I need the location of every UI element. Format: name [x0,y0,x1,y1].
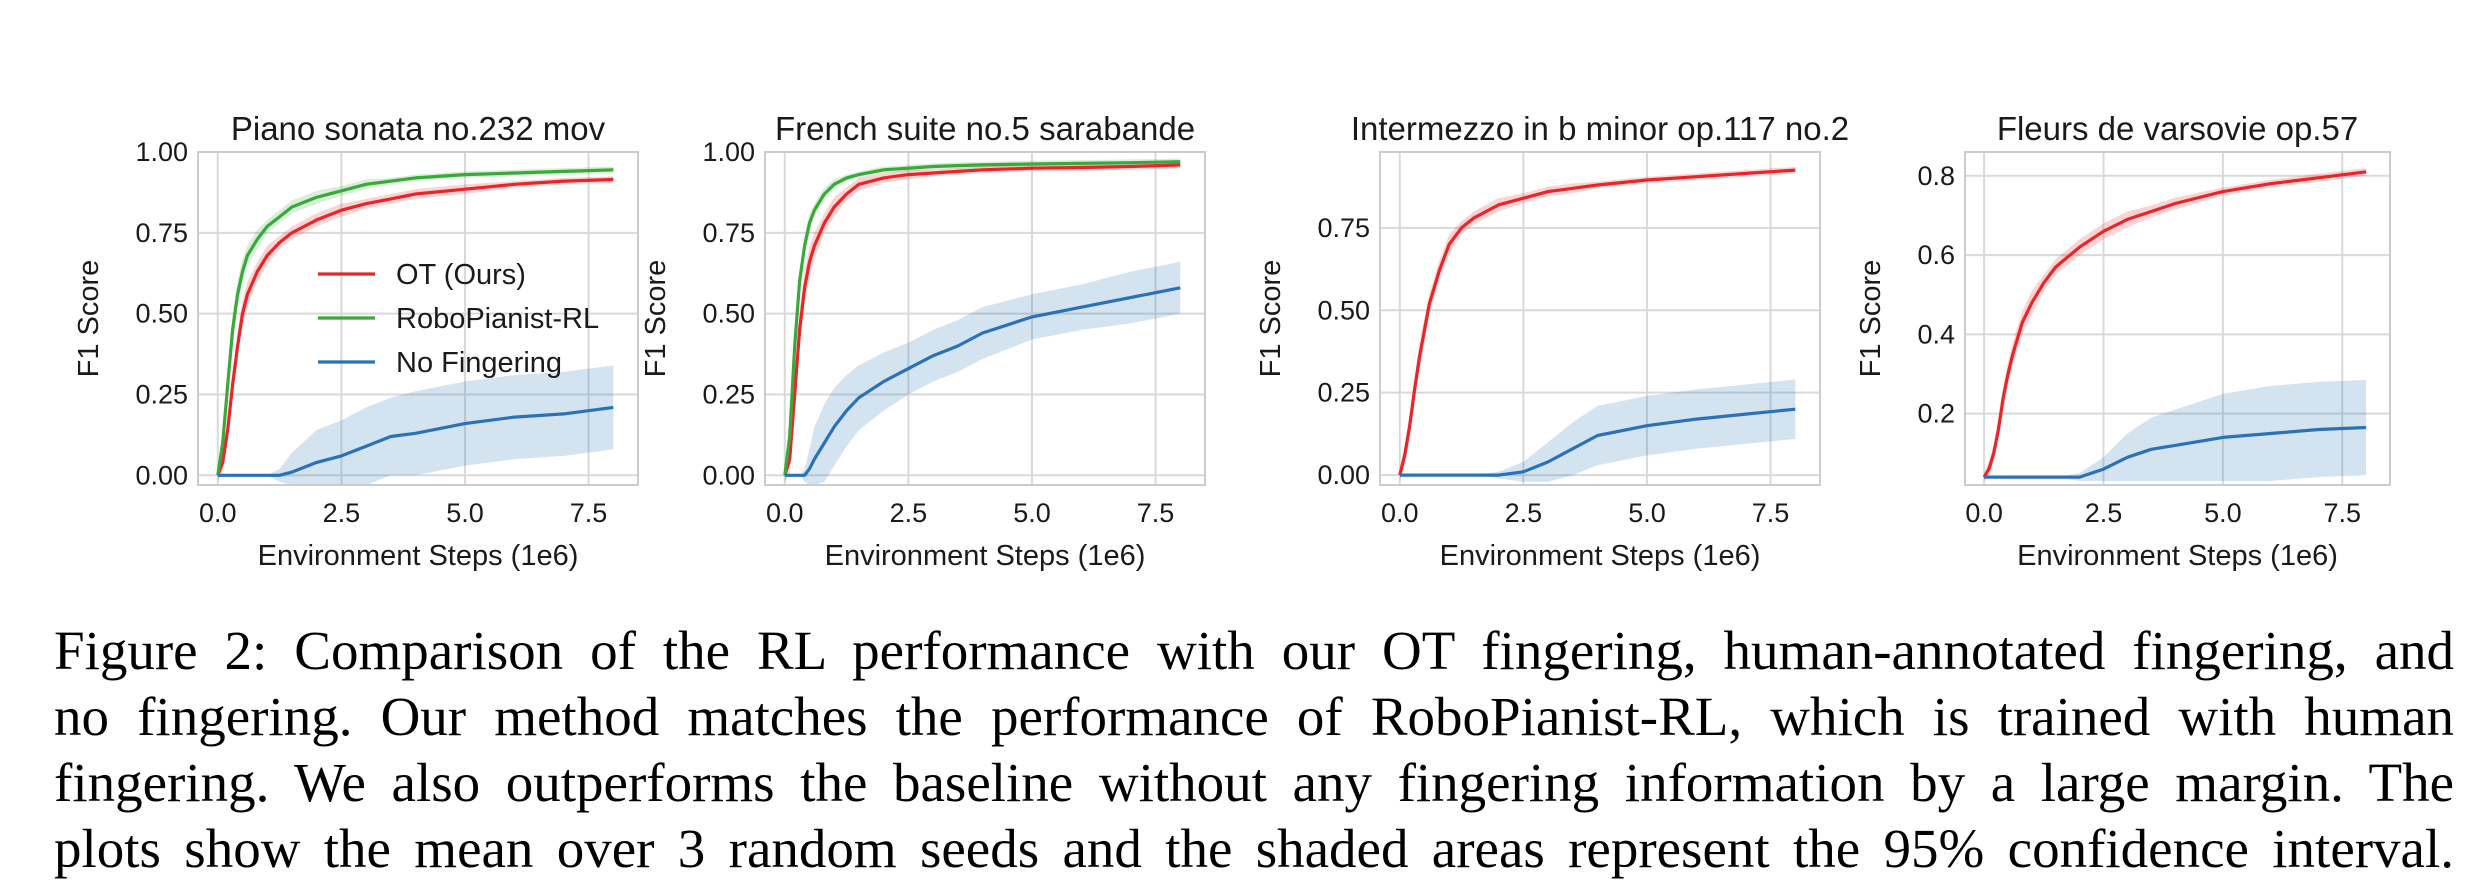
y-tick-label: 0.50 [135,299,188,329]
x-axis-label: Environment Steps (1e6) [825,540,1146,572]
series-line-ot-ours- [1398,168,1796,476]
x-tick-label: 2.5 [323,498,361,528]
y-tick-label: 0.75 [135,218,188,248]
x-axis-label: Environment Steps (1e6) [2017,540,2338,572]
legend-label: OT (Ours) [396,259,526,291]
plot-area [198,152,638,485]
chart-title: Intermezzo in b minor op.117 no.2 [1351,110,1849,147]
plot-frame [764,151,1206,486]
caption-line-2: no fingering. Our method matches the per… [54,686,2454,747]
series-line-ot-ours- [216,177,614,476]
x-tick-label: 7.5 [570,498,608,528]
y-tick-label: 0.6 [1917,240,1955,270]
chart-panel-4: 0.0 2.5 5.0 7.5 0.2 0.4 0.6 0.8 Fleurs de varsov… [1855,110,2391,572]
y-tick-label: 0.00 [135,460,188,490]
series-line-ot-ours- [1982,170,2367,478]
x-axis-label: Environment Steps (1e6) [1440,540,1761,572]
results-figure: 0.0 2.5 5.0 7.5 0.00 0.25 0.50 0.75 1.00 Piano so… [73,110,2391,572]
y-tick-label: 0.25 [1317,378,1370,408]
x-tick-label: 0.0 [199,498,237,528]
caption-line-1: Figure 2: Comparison of the RL performan… [54,620,2454,681]
x-tick-label: 7.5 [1137,498,1175,528]
y-tick-label: 0.50 [1317,295,1370,325]
x-axis-label: Environment Steps (1e6) [258,540,579,572]
x-tick-label: 2.5 [890,498,928,528]
caption-line-3: fingering. We also outperforms the basel… [54,752,2454,813]
series-line-ot-ours- [783,163,1181,476]
confidence-band-robopianist-rl [784,158,1181,482]
y-tick-label: 0.75 [1317,213,1370,243]
y-tick-label: 0.25 [702,379,755,409]
chart-title: French suite no.5 sarabande [775,110,1195,147]
chart-legend: OT (Ours) RoboPianist-RL No Fingering [318,259,599,379]
series-line-robopianist-rl [216,168,614,476]
y-tick-label: 0.4 [1917,319,1955,349]
plot-frame [1964,151,2391,486]
y-tick-label: 0.2 [1917,399,1955,429]
y-tick-label: 0.50 [702,299,755,329]
x-tick-label: 2.5 [1505,498,1543,528]
x-tick-label: 7.5 [1752,498,1790,528]
legend-label: No Fingering [396,347,562,379]
chart-panel-1: 0.0 2.5 5.0 7.5 0.00 0.25 0.50 0.75 1.00 Piano so… [73,110,639,572]
confidence-band-no-fingering [217,365,614,485]
y-tick-label: 0.00 [702,460,755,490]
x-tick-label: 0.0 [1965,498,2003,528]
chart-panel-2: 0.0 2.5 5.0 7.5 0.00 0.25 0.50 0.75 1.00 French s… [640,110,1206,572]
series-line-no-fingering [217,405,614,477]
figure-caption: Figure 2: Comparison of the RL performan… [54,618,2454,882]
x-tick-label: 5.0 [446,498,484,528]
chart-title: Fleurs de varsovie op.57 [1997,110,2358,147]
x-tick-label: 5.0 [2204,498,2242,528]
series-line-robopianist-rl [783,160,1181,476]
plot-frame [197,151,639,486]
y-axis-label: F1 Score [640,260,672,378]
chart-panel-3: 0.0 2.5 5.0 7.5 0.00 0.25 0.50 0.75 Intermezzo i… [1255,110,1849,572]
y-tick-label: 0.8 [1917,161,1955,191]
caption-line-4: plots show the mean over 3 random seeds … [54,818,2454,879]
x-tick-label: 5.0 [1013,498,1051,528]
y-axis-label: F1 Score [1855,260,1887,378]
series-line-no-fingering [1399,407,1796,477]
series-line-no-fingering [1984,425,2367,479]
plot-area [765,152,1205,485]
legend-label: RoboPianist-RL [396,303,599,335]
x-tick-label: 0.0 [766,498,804,528]
x-tick-label: 5.0 [1628,498,1666,528]
y-axis-label: F1 Score [73,260,105,378]
x-tick-label: 7.5 [2323,498,2361,528]
y-axis-label: F1 Score [1255,260,1287,378]
series-line-no-fingering [784,286,1181,477]
chart-title: Piano sonata no.232 mov [231,110,606,147]
plot-frame [1379,151,1821,486]
confidence-band-no-fingering [1399,379,1796,482]
y-tick-label: 0.00 [1317,460,1370,490]
y-tick-label: 1.00 [135,137,188,167]
plot-area [1380,152,1820,485]
x-tick-label: 2.5 [2085,498,2123,528]
confidence-band-no-fingering [1984,379,2367,482]
x-tick-label: 0.0 [1381,498,1419,528]
y-tick-label: 0.25 [135,379,188,409]
y-tick-label: 1.00 [702,137,755,167]
confidence-band-no-fingering [784,261,1181,485]
y-tick-label: 0.75 [702,218,755,248]
